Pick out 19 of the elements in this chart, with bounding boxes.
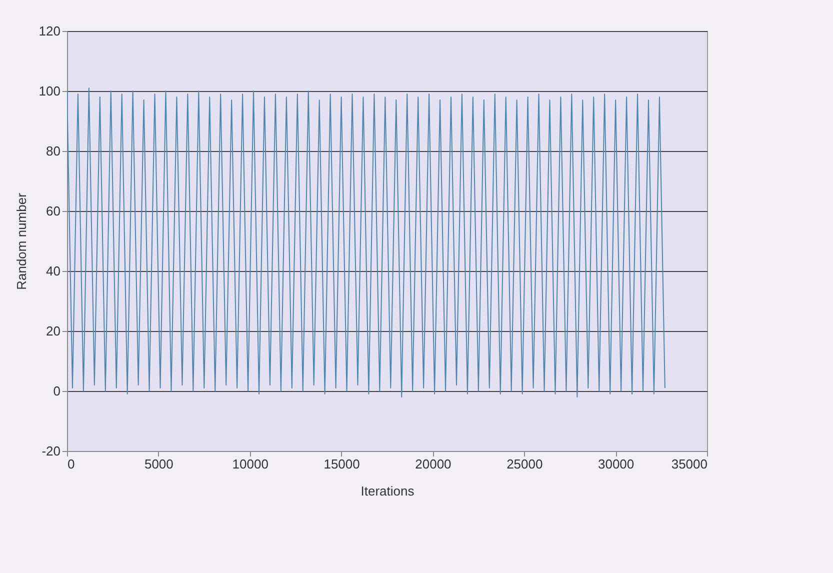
x-tick-label: 30000 (598, 456, 634, 472)
y-tick-label: -20 (42, 444, 60, 458)
x-tick-label: 35000 (671, 456, 708, 472)
y-tick-label: 80 (46, 144, 60, 158)
line-series (67, 88, 666, 398)
y-tick-label: 120 (38, 24, 60, 38)
x-tick-label: 15000 (324, 456, 360, 472)
x-tick-label: 10000 (232, 456, 268, 472)
x-tick-label: 0 (68, 456, 75, 472)
x-axis-title: Iterations (360, 484, 415, 498)
y-tick-label: 0 (53, 384, 60, 398)
y-tick-label: 100 (38, 84, 60, 98)
y-tick-label: 60 (46, 204, 60, 218)
y-tick-label: 40 (46, 264, 60, 278)
x-tick-label: 25000 (506, 456, 543, 472)
y-tick-label: 20 (46, 324, 60, 338)
x-tick-label: 5000 (144, 456, 174, 472)
x-tick-label: 20000 (415, 456, 452, 472)
y-axis-title: Random number (14, 192, 29, 290)
